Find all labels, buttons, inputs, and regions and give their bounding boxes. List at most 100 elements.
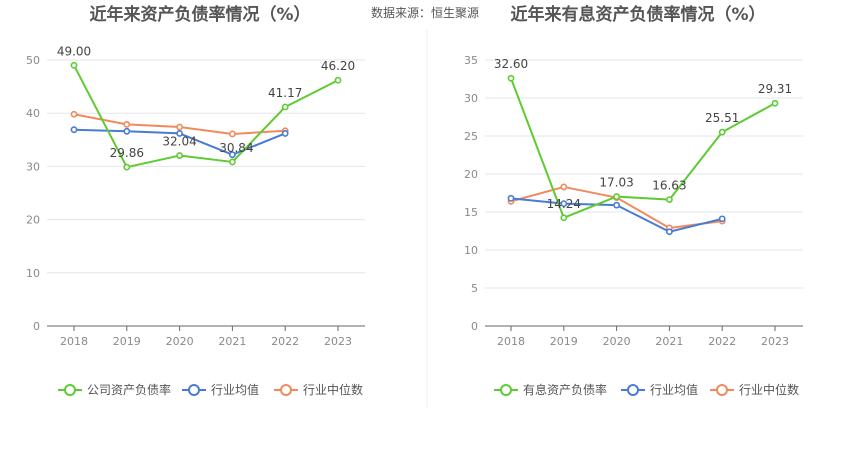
data-point-company[interactable]: [666, 196, 673, 204]
x-tick-label: 2018: [60, 335, 88, 348]
data-point-avg[interactable]: [613, 201, 620, 209]
data-point-avg[interactable]: [228, 151, 236, 159]
data-labels: 32.60 14.24 17.03 16.63 25.51 29.31: [494, 57, 792, 211]
legend-marker-icon: [64, 384, 76, 396]
y-tick-label: 20: [26, 214, 40, 227]
legend-label: 行业中位数: [303, 382, 363, 397]
x-axis: 2018 2019 2020 2021 2022 2023: [497, 326, 789, 348]
data-label: 25.51: [705, 111, 739, 125]
chart-title: 近年来有息资产负债率情况（%）: [510, 4, 765, 25]
x-tick-label: 2022: [708, 335, 736, 348]
data-point-median[interactable]: [123, 120, 131, 128]
legend-item-company[interactable]: 公司资产负债率: [58, 382, 171, 397]
data-point-avg[interactable]: [507, 194, 515, 202]
data-point-median[interactable]: [560, 183, 568, 191]
series-group: [70, 61, 342, 171]
legend-marker-icon: [280, 384, 292, 396]
data-point-company[interactable]: [70, 61, 78, 69]
x-tick-label: 2018: [497, 335, 525, 348]
legend-label: 有息资产负债率: [523, 382, 607, 397]
legend-label: 行业均值: [211, 382, 259, 397]
data-label: 16.63: [652, 179, 686, 193]
data-label: 32.60: [494, 57, 528, 71]
data-labels: 49.00 29.86 32.04 30.84 41.17 46.20: [57, 44, 355, 160]
x-tick-label: 2020: [166, 335, 194, 348]
y-tick-label: 50: [26, 54, 40, 67]
data-point-company[interactable]: [613, 193, 620, 200]
legend: 公司资产负债率 行业均值 行业中位数: [58, 382, 363, 397]
legend-marker-icon: [188, 384, 200, 396]
data-point-avg[interactable]: [123, 127, 131, 135]
data-label: 41.17: [268, 86, 302, 100]
x-tick-label: 2020: [603, 335, 631, 348]
data-label: 32.04: [162, 135, 196, 149]
data-source: 数据来源：恒生聚源: [371, 5, 479, 20]
legend-item-avg[interactable]: 行业均值: [621, 382, 698, 397]
x-tick-label: 2023: [761, 335, 789, 348]
data-point-company[interactable]: [123, 163, 131, 171]
data-label: 14.24: [547, 197, 581, 211]
data-point-avg[interactable]: [70, 126, 78, 134]
legend-marker-icon: [716, 384, 728, 396]
data-label: 29.86: [110, 146, 144, 160]
legend-marker-icon: [627, 384, 639, 396]
y-tick-label: 35: [464, 54, 478, 67]
y-tick-label: 5: [471, 282, 478, 295]
data-label: 49.00: [57, 44, 91, 58]
data-point-company[interactable]: [718, 128, 726, 136]
series-line-company: [510, 77, 776, 219]
y-tick-label: 10: [464, 244, 478, 257]
y-tick-label: 0: [471, 320, 478, 333]
x-tick-label: 2019: [113, 335, 141, 348]
data-point-company[interactable]: [507, 74, 515, 82]
x-tick-label: 2019: [550, 335, 578, 348]
y-tick-label: 10: [26, 267, 40, 280]
series-line-company: [73, 64, 339, 169]
legend-label: 公司资产负债率: [87, 382, 171, 397]
data-label: 17.03: [599, 176, 633, 190]
data-point-avg[interactable]: [176, 130, 183, 137]
data-point-company[interactable]: [560, 214, 568, 222]
data-point-company[interactable]: [281, 103, 289, 111]
data-point-company[interactable]: [771, 99, 779, 107]
grid: [47, 59, 365, 274]
data-point-median[interactable]: [70, 110, 78, 118]
legend-marker-icon: [500, 384, 512, 396]
data-point-avg[interactable]: [560, 200, 568, 208]
data-point-company[interactable]: [176, 152, 183, 159]
legend-item-median[interactable]: 行业中位数: [710, 382, 799, 397]
data-label: 46.20: [321, 59, 355, 73]
y-axis: 0 5 10 15 20 25 30 35: [464, 54, 478, 333]
grid: [485, 59, 803, 289]
legend-label: 行业中位数: [739, 382, 799, 397]
data-point-company[interactable]: [334, 76, 342, 84]
data-point-avg[interactable]: [666, 228, 673, 236]
legend: 有息资产负债率 行业均值 行业中位数: [494, 382, 799, 397]
data-point-median[interactable]: [228, 130, 236, 138]
y-tick-label: 30: [464, 92, 478, 105]
chart-title: 近年来资产负债率情况（%）: [89, 4, 310, 25]
series-group: [507, 74, 779, 236]
x-tick-label: 2021: [218, 335, 246, 348]
x-tick-label: 2023: [324, 335, 352, 348]
x-tick-label: 2021: [655, 335, 683, 348]
y-axis: 0 10 20 30 40 50: [26, 54, 40, 333]
data-point-avg[interactable]: [281, 130, 289, 137]
x-axis: 2018 2019 2020 2021 2022 2023: [60, 326, 352, 348]
x-tick-label: 2022: [271, 335, 299, 348]
legend-label: 行业均值: [650, 382, 698, 397]
y-tick-label: 40: [26, 107, 40, 120]
data-point-median[interactable]: [176, 123, 183, 131]
y-tick-label: 0: [33, 320, 40, 333]
y-tick-label: 30: [26, 160, 40, 173]
legend-item-median[interactable]: 行业中位数: [274, 382, 363, 397]
y-tick-label: 20: [464, 168, 478, 181]
data-point-avg[interactable]: [718, 215, 726, 223]
data-point-company[interactable]: [228, 158, 236, 166]
y-tick-label: 15: [464, 206, 478, 219]
legend-item-avg[interactable]: 行业均值: [182, 382, 259, 397]
legend-item-company[interactable]: 有息资产负债率: [494, 382, 607, 397]
